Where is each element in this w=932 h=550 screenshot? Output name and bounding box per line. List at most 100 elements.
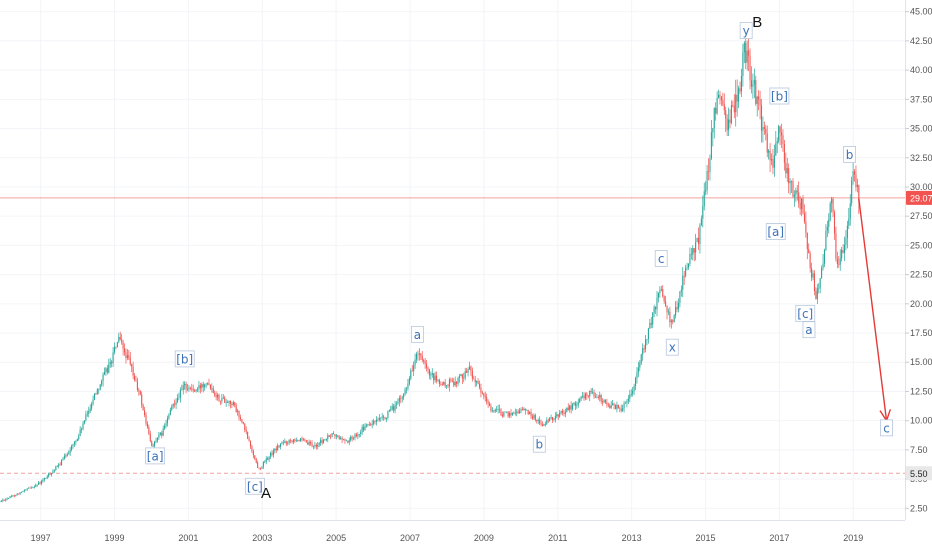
candle-body <box>350 436 352 441</box>
candle-body <box>738 88 740 102</box>
candle-body <box>195 389 197 392</box>
candle-body <box>848 218 850 226</box>
candle-body <box>577 402 579 405</box>
candle-body <box>370 424 372 426</box>
candle-body <box>706 171 708 191</box>
time-axis[interactable]: 1997 1999 2001 2003 2005 2007 2009 2011 2013 2015… <box>0 520 905 544</box>
candle-body <box>609 405 611 408</box>
candle-body <box>713 107 715 129</box>
candle-body <box>799 202 801 210</box>
wave-label-box <box>769 87 790 105</box>
candle-body <box>337 435 339 437</box>
candle-body <box>428 369 430 376</box>
candle-body <box>151 441 153 447</box>
candle-body <box>743 42 745 53</box>
candle-body <box>770 159 773 161</box>
candle-body <box>314 444 316 447</box>
candle-body <box>811 268 813 278</box>
candle-body <box>746 50 748 63</box>
candle-body <box>836 258 838 264</box>
price-axis-panel <box>905 0 932 550</box>
candle-body <box>640 354 642 364</box>
candle-body <box>327 435 329 440</box>
candle-body <box>645 339 647 350</box>
candle-body <box>653 306 655 313</box>
candle-body <box>762 127 764 131</box>
candle-body <box>740 75 743 92</box>
candle-body <box>819 278 821 289</box>
candle-body <box>586 393 588 396</box>
candle-body <box>79 429 81 437</box>
candle-body <box>619 408 621 410</box>
candle-body <box>772 159 774 168</box>
candle-body <box>128 355 130 358</box>
candle-body <box>5 499 7 501</box>
candle-body <box>675 307 677 316</box>
candle-body <box>480 387 482 393</box>
x-tick-label: 1999 <box>104 533 124 543</box>
candle-body <box>165 423 167 427</box>
candle-body <box>317 444 319 447</box>
candle-body <box>642 348 644 355</box>
candle-body <box>697 237 700 244</box>
candle-body <box>325 439 327 440</box>
candle-body <box>602 401 604 403</box>
candle-body <box>534 415 536 421</box>
candle-body <box>136 381 138 390</box>
candle-body <box>420 353 422 356</box>
candle-body <box>418 353 420 355</box>
candle-body <box>699 224 701 244</box>
candle-body <box>524 408 526 411</box>
candle-body <box>384 417 386 419</box>
candle-body <box>667 311 670 313</box>
candle-body <box>189 387 191 389</box>
candle-body <box>803 213 805 222</box>
y-tick-label: 45.00 <box>910 7 932 17</box>
candle-body <box>816 288 818 300</box>
candle-body <box>242 422 244 424</box>
candle-body <box>637 367 639 373</box>
candle-body <box>612 403 614 406</box>
candle-body <box>274 448 276 451</box>
candle-body <box>567 407 569 410</box>
candle-body <box>152 446 154 447</box>
y-tick-label: 20.00 <box>910 299 932 309</box>
candle-body <box>300 438 302 441</box>
projection-line <box>858 198 888 421</box>
candle-body <box>50 473 53 475</box>
candle-body <box>121 339 123 343</box>
candle-body <box>155 440 157 442</box>
candle-body <box>23 490 25 492</box>
candle-body <box>103 371 106 375</box>
candle-body <box>686 267 688 269</box>
candle-body <box>8 498 10 499</box>
candle-body <box>812 273 814 278</box>
candle-body <box>9 496 11 499</box>
candle-body <box>118 337 120 342</box>
candle-body <box>766 133 768 153</box>
candle-body <box>68 453 70 455</box>
candle-body <box>298 440 300 441</box>
price-axis[interactable]: 45.00 42.50 40.00 37.50 35.00 32.50 30.00 27.50… <box>905 0 932 550</box>
candle-body <box>82 423 84 430</box>
candle-body <box>504 411 506 413</box>
candle-body <box>559 412 561 417</box>
candle-body <box>340 437 342 439</box>
candle-body <box>368 424 370 425</box>
candle-body <box>91 404 93 409</box>
candle-body <box>639 363 641 368</box>
candle-body <box>60 460 63 466</box>
wave-label-box <box>739 22 753 39</box>
candle-body <box>241 419 243 423</box>
candle-body <box>259 468 262 470</box>
candle-body <box>341 437 343 440</box>
candle-body <box>519 410 521 414</box>
candle-body <box>851 180 853 204</box>
support-badge <box>906 466 932 481</box>
candle-body <box>358 434 360 435</box>
candle-body <box>679 291 681 303</box>
candle-body <box>474 379 476 383</box>
candle-body <box>632 390 634 394</box>
candle-body <box>75 441 77 443</box>
